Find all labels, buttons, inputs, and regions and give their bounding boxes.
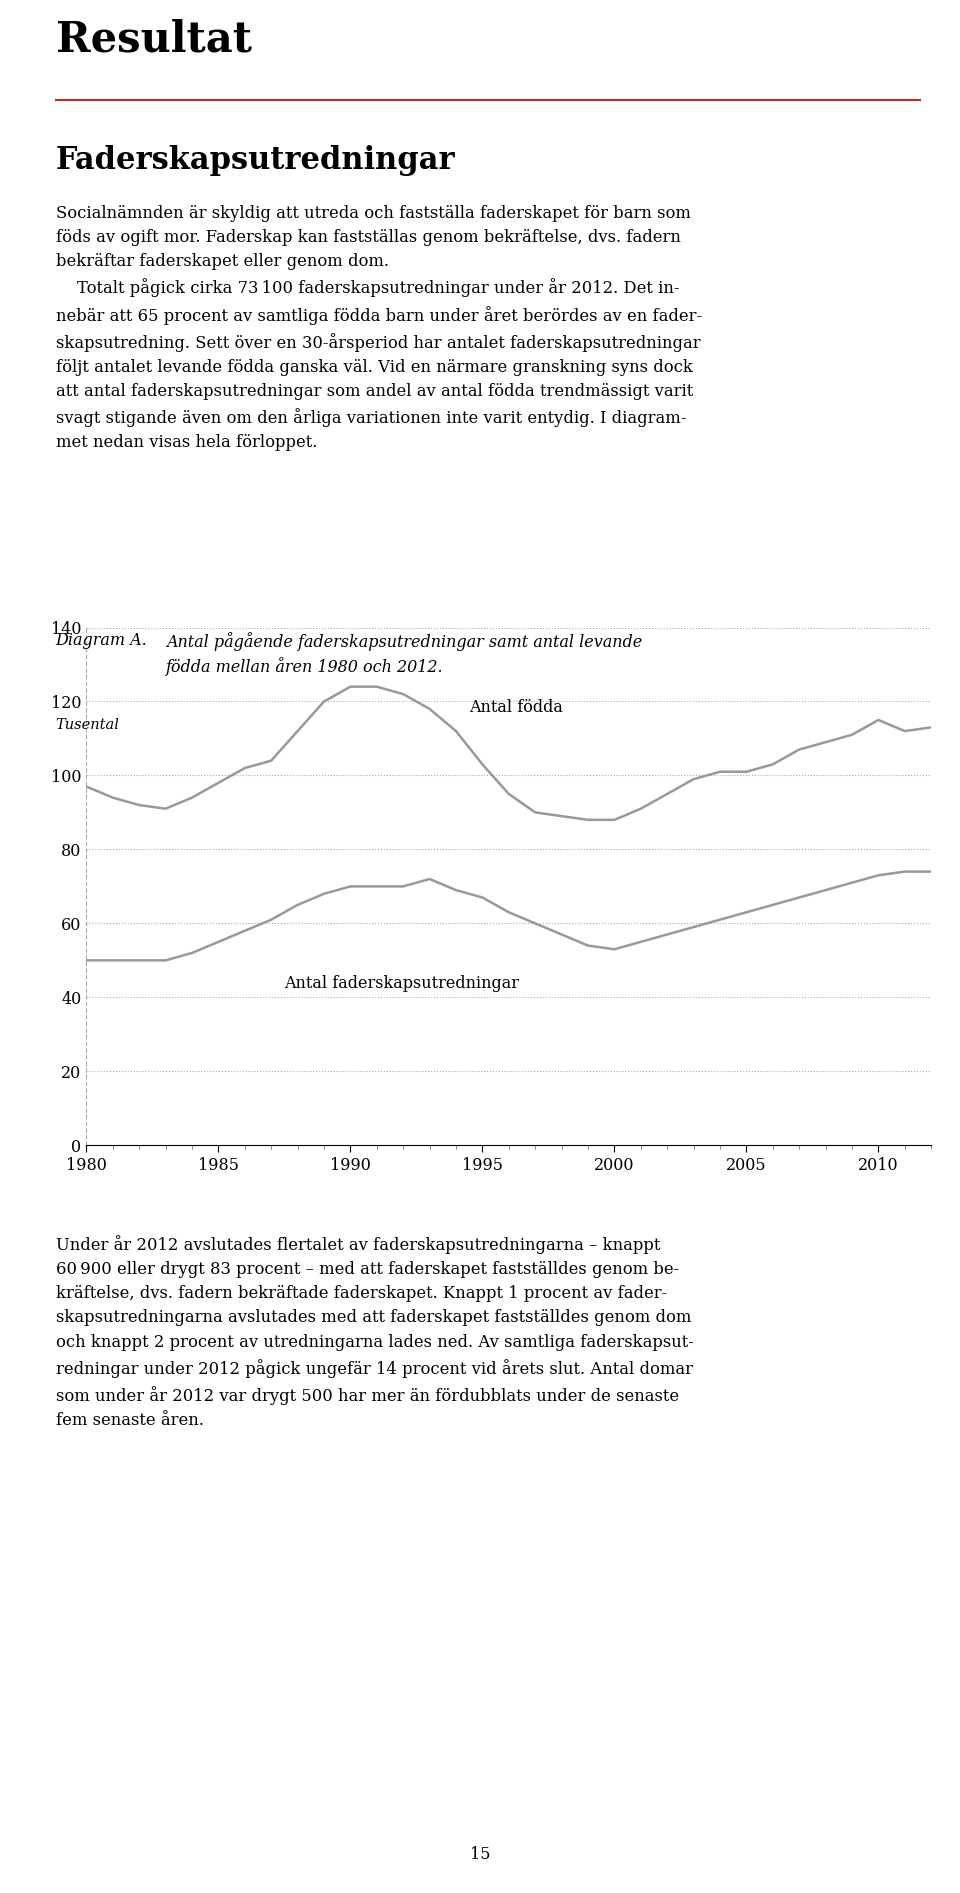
- Text: Tusental: Tusental: [56, 717, 120, 733]
- Text: 15: 15: [469, 1846, 491, 1863]
- Text: Resultat: Resultat: [56, 19, 252, 61]
- Text: Antal pågående faderskapsutredningar samt antal levande
födda mellan åren 1980 o: Antal pågående faderskapsutredningar sam…: [166, 632, 642, 676]
- Text: Socialnämnden är skyldig att utreda och fastställa faderskapet för barn som
föds: Socialnämnden är skyldig att utreda och …: [56, 204, 702, 451]
- Text: Diagram A.: Diagram A.: [56, 632, 148, 649]
- Text: Under år 2012 avslutades flertalet av faderskapsutredningarna – knappt
60 900 el: Under år 2012 avslutades flertalet av fa…: [56, 1234, 693, 1429]
- Text: Antal faderskapsutredningar: Antal faderskapsutredningar: [284, 975, 519, 992]
- Text: Antal födda: Antal födda: [469, 699, 564, 716]
- Text: Faderskapsutredningar: Faderskapsutredningar: [56, 146, 455, 176]
